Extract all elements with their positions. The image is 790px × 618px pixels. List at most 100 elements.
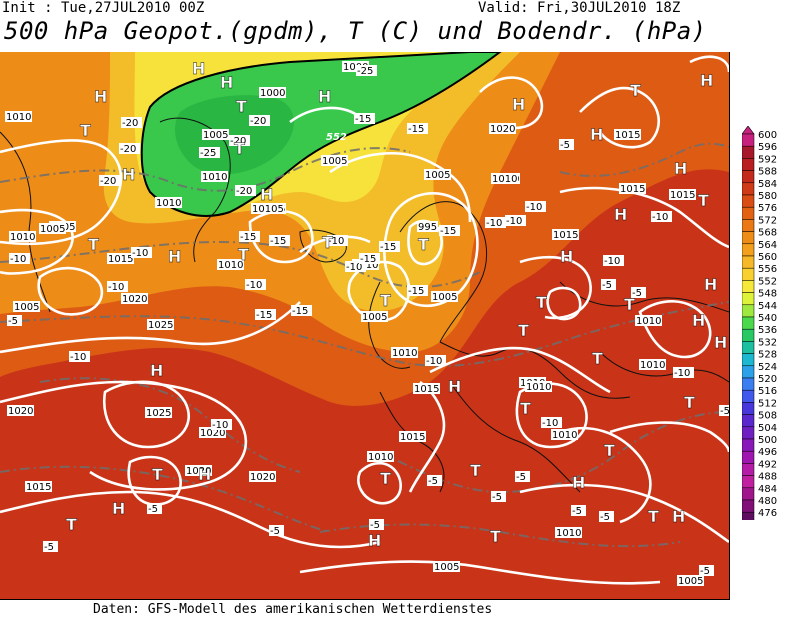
pressure-label-bg (361, 311, 388, 322)
high-pressure-marker: H (700, 71, 713, 90)
pressure-label: 1010 (492, 174, 517, 185)
valid-time: Valid: Fri,30JUL2010 18Z (478, 0, 681, 16)
legend-swatch (742, 219, 755, 232)
temp-label-bg (369, 519, 384, 530)
pressure-label: 1005 (40, 224, 65, 235)
pressure-label: 1025 (148, 320, 173, 331)
pressure-label-bg (249, 471, 276, 482)
temp-label-bg (255, 309, 276, 320)
low-pressure-marker: T (380, 291, 391, 310)
low-pressure-marker: T (88, 235, 99, 254)
legend-swatch (742, 316, 755, 330)
low-pressure-marker: T (490, 527, 501, 546)
low-pressure-marker: T (630, 81, 641, 100)
high-pressure-marker: H (198, 465, 211, 484)
temp-label: -5 (148, 504, 158, 515)
legend-swatch (742, 353, 755, 367)
legend-swatch (742, 499, 755, 513)
pressure-label: 1020 (490, 124, 515, 135)
pressure-label: 995 (418, 222, 437, 233)
geopot-552-area (140, 52, 502, 217)
temp-label-bg (559, 139, 574, 150)
pressure-label-bg (635, 315, 662, 326)
legend-label: 544 (758, 301, 777, 312)
temp-label: -15 (270, 236, 286, 247)
pressure-label-bg (155, 197, 182, 208)
temp-label-bg (485, 217, 506, 228)
pressure-label: 1005 (362, 312, 387, 323)
temp-label: -5 (492, 492, 502, 503)
legend-swatch (742, 158, 755, 171)
temp-label-bg (7, 315, 22, 326)
legend-swatch (742, 438, 755, 452)
high-pressure-marker: H (150, 361, 163, 380)
pressure-label-bg (489, 123, 516, 134)
map-title: 500 hPa Geopot.(gpdm), T (C) und Bodendr… (4, 17, 707, 45)
pressure-label-bg (7, 405, 34, 416)
temp-label: -10 (70, 352, 86, 363)
temp-label-bg (9, 253, 30, 264)
temp-label-bg (131, 247, 152, 258)
temp-label-bg (719, 405, 729, 416)
legend-label: 576 (758, 203, 777, 214)
temp-label: -15 (408, 286, 424, 297)
legend-label: 496 (758, 447, 777, 458)
pressure-label-bg (431, 291, 458, 302)
temp-label-bg (356, 65, 377, 76)
temp-label: -10 (346, 262, 362, 273)
pressure-label-bg (202, 129, 229, 140)
pressure-label: 1020 (200, 428, 225, 439)
temp-label: -10 (604, 256, 620, 267)
temp-label-bg (199, 147, 220, 158)
temp-label: -5 (560, 140, 570, 151)
high-pressure-marker: H (94, 87, 107, 106)
high-pressure-marker: H (614, 205, 627, 224)
temp-label-bg (249, 115, 270, 126)
legend-label: 584 (758, 179, 777, 190)
high-pressure-marker: H (448, 377, 461, 396)
high-pressure-marker: H (122, 165, 135, 184)
high-pressure-marker: H (704, 275, 717, 294)
high-pressure-marker: H (318, 87, 331, 106)
legend-label: 528 (758, 350, 777, 361)
pressure-label-bg (199, 427, 226, 438)
pressure-label: 1010 (202, 172, 227, 183)
legend-label: 476 (758, 508, 777, 519)
legend-swatch (742, 194, 755, 208)
legend-swatch (742, 475, 755, 489)
pressure-label: 1010 (640, 360, 665, 371)
temp-label-bg (673, 367, 694, 378)
legend-swatch (742, 402, 755, 415)
legend-swatch (742, 341, 755, 354)
temperature-labels: -25-20-20-20-25-20-20 -15-20-15-15-15 -15-… (7, 65, 729, 577)
legend-label: 596 (758, 142, 777, 153)
temp-label-bg (541, 417, 562, 428)
pressure-label: 1020 (250, 472, 275, 483)
legend-label: 600 (758, 130, 777, 141)
legend-swatch (742, 243, 755, 257)
temp-label: -15 (355, 114, 371, 125)
pressure-label-bg (417, 221, 438, 232)
temp-label: -25 (357, 66, 373, 77)
legend-swatch (742, 304, 755, 318)
pressure-label: 1020 (122, 294, 147, 305)
temp-label-bg (407, 285, 428, 296)
high-pressure-marker: H (168, 247, 181, 266)
legend-label: 556 (758, 264, 777, 275)
pressure-label: 1015 (400, 432, 425, 443)
pressure-label-bg (185, 465, 212, 476)
temp-label: -5 (428, 476, 438, 487)
high-pressure-marker: H (572, 473, 585, 492)
pressure-isobars (0, 55, 729, 585)
low-pressure-marker: T (592, 349, 603, 368)
temp-label-bg (99, 175, 120, 186)
temp-label: -10 (486, 218, 502, 229)
low-pressure-marker: T (624, 295, 635, 314)
legend-swatch (742, 414, 755, 428)
pressure-label: 10105 (252, 204, 284, 215)
temp-label-bg (407, 123, 428, 134)
pressure-label: 1010 (156, 198, 181, 209)
low-pressure-marker: T (470, 461, 481, 480)
